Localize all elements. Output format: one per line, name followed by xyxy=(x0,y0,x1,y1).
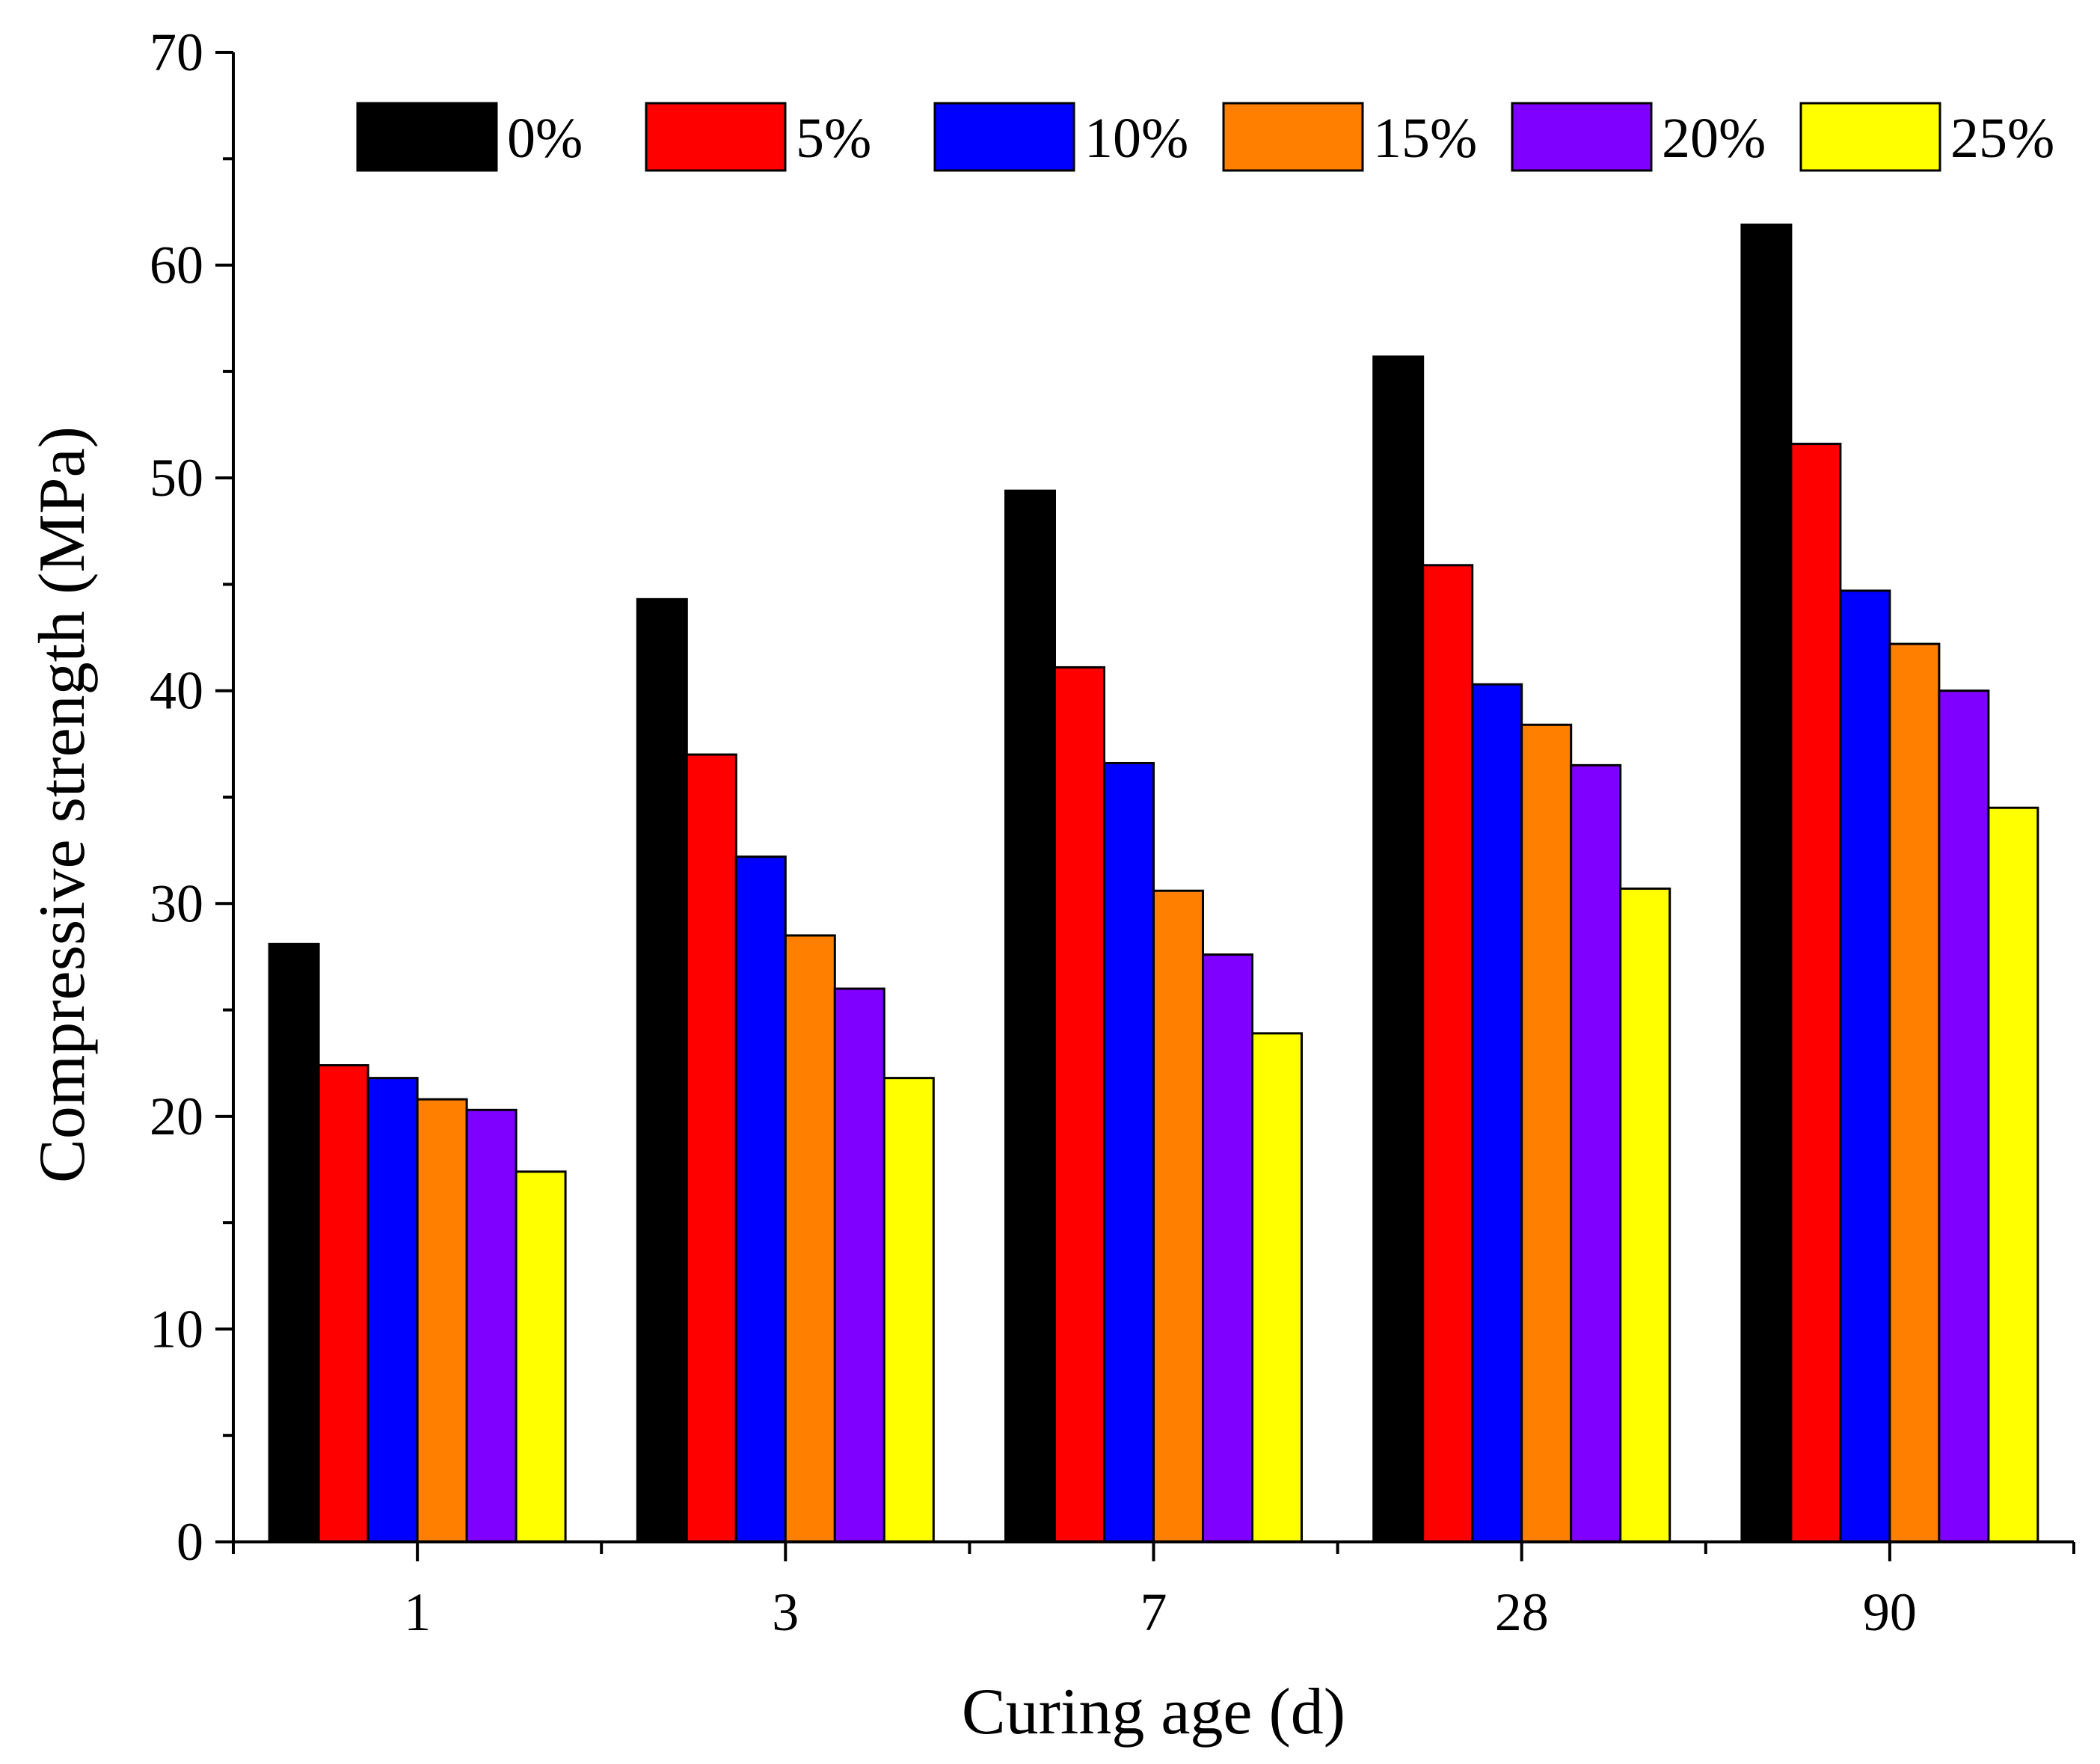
legend-label-5pct: 5% xyxy=(796,107,871,170)
ticks-layer: 0 10 20 30 40 50 60 70 1 3 7 28 90 xyxy=(150,22,2075,1642)
y-tick-label: 20 xyxy=(150,1087,203,1146)
legend-label-20pct: 20% xyxy=(1662,107,1766,170)
bar-5pct-1 xyxy=(317,1064,369,1543)
legend-label-0pct: 0% xyxy=(507,107,583,170)
bar-15pct-3 xyxy=(784,934,836,1543)
bar-25pct-1 xyxy=(515,1170,567,1543)
legend-label-25pct: 25% xyxy=(1950,107,2054,170)
y-tick-label: 60 xyxy=(150,236,203,295)
y-tick-label: 70 xyxy=(150,22,203,82)
bar-15pct-1 xyxy=(416,1098,468,1543)
y-tick-label: 0 xyxy=(176,1512,203,1572)
bar-5pct-3 xyxy=(685,753,737,1543)
legend-swatch-5pct xyxy=(645,102,787,172)
y-axis-title: Compressive strength (MPa) xyxy=(26,426,99,1183)
legend-label-15pct: 15% xyxy=(1373,107,1477,170)
bar-20pct-1 xyxy=(465,1108,518,1543)
bar-10pct-7 xyxy=(1103,761,1155,1543)
x-tick-label: 90 xyxy=(1863,1582,1917,1642)
bar-0pct-3 xyxy=(636,597,688,1543)
x-tick-label: 28 xyxy=(1495,1582,1549,1642)
bar-10pct-90 xyxy=(1839,589,1891,1543)
bars-layer xyxy=(268,224,2039,1543)
bar-0pct-90 xyxy=(1740,224,1793,1543)
x-tick-label: 1 xyxy=(404,1582,431,1642)
bar-10pct-1 xyxy=(366,1077,419,1543)
bar-20pct-7 xyxy=(1202,953,1253,1543)
legend-label-10pct: 10% xyxy=(1084,107,1188,170)
y-tick-label: 30 xyxy=(150,873,203,933)
bar-5pct-28 xyxy=(1422,564,1474,1543)
legend: 0% 5% 10% 15% 20% 25% xyxy=(356,102,2054,172)
bar-20pct-28 xyxy=(1570,763,1622,1543)
x-axis-title: Curing age (d) xyxy=(962,1676,1345,1748)
bar-25pct-3 xyxy=(882,1077,935,1543)
bar-5pct-90 xyxy=(1790,443,1842,1543)
bar-0pct-1 xyxy=(268,942,320,1543)
legend-swatch-10pct xyxy=(933,102,1075,172)
legend-swatch-25pct xyxy=(1799,102,1941,172)
bar-25pct-28 xyxy=(1619,887,1671,1543)
bar-15pct-7 xyxy=(1152,889,1204,1543)
bar-20pct-90 xyxy=(1938,689,1990,1543)
x-tick-label: 3 xyxy=(772,1582,799,1642)
bar-25pct-90 xyxy=(1987,806,2039,1543)
y-tick-label: 40 xyxy=(150,661,203,721)
bar-10pct-28 xyxy=(1471,683,1523,1543)
legend-swatch-0pct xyxy=(356,102,498,172)
legend-swatch-15pct xyxy=(1222,102,1364,172)
bar-15pct-28 xyxy=(1520,723,1573,1543)
legend-swatch-20pct xyxy=(1511,102,1653,172)
bar-0pct-28 xyxy=(1372,355,1425,1543)
bar-20pct-3 xyxy=(833,987,885,1543)
bar-15pct-90 xyxy=(1888,642,1941,1543)
bar-25pct-7 xyxy=(1251,1032,1303,1543)
y-tick-label: 50 xyxy=(150,448,203,508)
bar-5pct-7 xyxy=(1054,666,1105,1543)
x-tick-label: 7 xyxy=(1140,1582,1167,1642)
y-tick-label: 10 xyxy=(150,1299,203,1359)
bar-0pct-7 xyxy=(1004,489,1056,1543)
bar-10pct-3 xyxy=(734,855,787,1543)
